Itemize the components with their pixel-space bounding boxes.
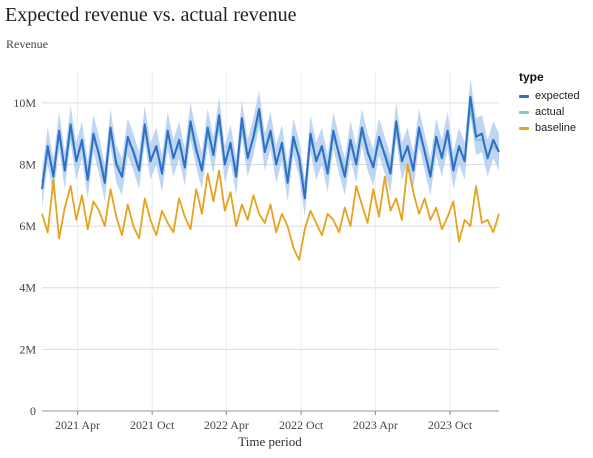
band-expected <box>42 78 499 217</box>
legend-swatch <box>519 110 529 114</box>
x-tick-label: 2023 Apr <box>353 418 398 432</box>
legend-item-baseline: baseline <box>519 120 580 136</box>
legend-label: expected <box>535 90 580 102</box>
legend-title: type <box>519 70 544 84</box>
y-tick-label: 0 <box>30 404 36 418</box>
y-axis-title: Revenue <box>6 37 48 51</box>
grid-lines <box>42 72 499 412</box>
x-tick-label: 2021 Oct <box>130 418 175 432</box>
series-line-baseline <box>41 163 500 261</box>
y-tick-label: 2M <box>19 342 36 356</box>
y-axis: 0 2M 4M 6M 8M 10M <box>13 96 36 418</box>
chart-title: Expected revenue vs. actual revenue <box>5 4 297 26</box>
y-tick-label: 10M <box>13 96 36 110</box>
legend-swatch <box>519 94 529 98</box>
x-tick-label: 2022 Oct <box>279 418 324 432</box>
legend-label: baseline <box>535 122 576 134</box>
legend-item-actual: actual <box>519 104 580 120</box>
series-line-expected <box>41 95 500 200</box>
legend-label: actual <box>535 106 565 118</box>
legend-item-expected: expected <box>519 88 580 104</box>
confidence-bands <box>42 78 499 217</box>
y-tick-label: 4M <box>19 281 36 295</box>
x-axis-title: Time period <box>238 434 302 449</box>
x-tick-label: 2022 Apr <box>204 418 249 432</box>
legend-swatch <box>519 126 529 130</box>
y-tick-label: 8M <box>19 157 36 171</box>
x-tick-label: 2023 Oct <box>428 418 473 432</box>
x-tick-label: 2021 Apr <box>55 418 100 432</box>
x-axis: 2021 Apr 2021 Oct 2022 Apr 2022 Oct 2023 Apr… <box>42 410 499 432</box>
y-tick-label: 6M <box>19 219 36 233</box>
legend: type expected actual baseline <box>519 70 580 136</box>
series-lines <box>41 95 500 261</box>
